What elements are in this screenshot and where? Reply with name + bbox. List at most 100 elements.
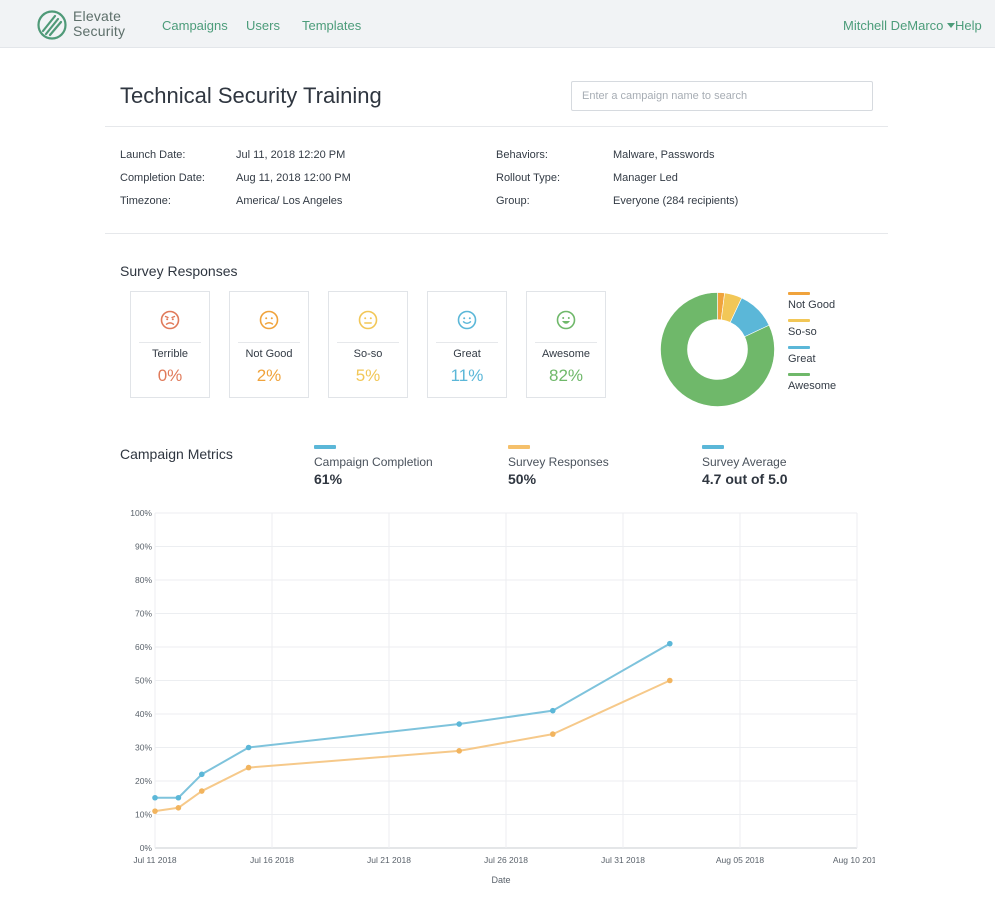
- timezone-value: America/ Los Angeles: [236, 195, 343, 207]
- frown-face-icon: [160, 310, 180, 330]
- elevate-security-logo[interactable]: Elevate Security: [37, 8, 137, 42]
- x-axis-label: Date: [491, 875, 510, 885]
- series-line-1: [155, 642, 671, 799]
- donut-slice-awesome: [660, 292, 775, 407]
- card-divider: [436, 342, 498, 343]
- campaign-metrics-title: Campaign Metrics: [120, 446, 233, 462]
- y-tick-label: 80%: [135, 575, 152, 585]
- page-title: Technical Security Training: [120, 83, 382, 108]
- metric-label: Survey Responses: [508, 455, 609, 469]
- x-tick-label: Jul 26 2018: [484, 855, 528, 865]
- series-line-2: [154, 679, 671, 813]
- metric-swatch: [314, 445, 336, 449]
- logo-text-line2: Security: [73, 23, 126, 39]
- divider: [105, 233, 888, 234]
- data-point[interactable]: [152, 808, 158, 814]
- metric-value: 50%: [508, 471, 537, 487]
- metric-label: Survey Average: [702, 455, 787, 469]
- campaign-metrics-line-chart: 0% 10% 20% 30% 40% 50% 60% 70% 80% 90% 100% Jul 11 …: [130, 508, 875, 885]
- survey-label: Not Good: [245, 348, 293, 360]
- completion-date-value: Aug 11, 2018 12:00 PM: [236, 172, 351, 184]
- data-point[interactable]: [175, 805, 182, 811]
- legend-swatch: [788, 319, 810, 322]
- data-point[interactable]: [199, 771, 205, 778]
- help-link[interactable]: Help: [955, 18, 982, 33]
- y-tick-label: 30%: [135, 743, 152, 753]
- nav-templates[interactable]: Templates: [302, 18, 362, 33]
- x-tick-label: Aug 10 2018: [833, 855, 875, 865]
- user-menu[interactable]: Mitchell DeMarco: [843, 18, 956, 33]
- sad-face-icon: [259, 310, 279, 330]
- rollout-type-value: Manager Led: [613, 172, 678, 184]
- legend-label: Awesome: [788, 380, 837, 392]
- data-point[interactable]: [667, 677, 673, 684]
- card-divider: [238, 342, 300, 343]
- data-point[interactable]: [175, 794, 182, 801]
- legend-swatch: [788, 346, 810, 349]
- y-tick-label: 20%: [135, 776, 152, 786]
- survey-percent: 82%: [548, 366, 584, 385]
- data-point[interactable]: [199, 788, 205, 794]
- group-label: Group:: [496, 195, 530, 207]
- survey-responses-title: Survey Responses: [120, 263, 238, 279]
- logo-text: Elevate Security: [73, 9, 125, 39]
- logo-mark-icon: [37, 10, 67, 40]
- group-value: Everyone (284 recipients): [613, 195, 739, 207]
- legend-label: Not Good: [788, 299, 836, 311]
- metric-value: 4.7 out of 5.0: [702, 471, 788, 487]
- card-divider: [535, 342, 597, 343]
- y-tick-label: 10%: [135, 810, 152, 820]
- y-tick-label: 90%: [135, 542, 152, 552]
- legend-label: So-so: [788, 326, 817, 338]
- data-point[interactable]: [456, 748, 463, 754]
- survey-label: Great: [453, 348, 481, 360]
- metric-swatch: [508, 445, 530, 449]
- survey-donut-chart: [660, 292, 775, 407]
- legend-swatch: [788, 373, 810, 376]
- survey-label: Awesome: [541, 348, 591, 360]
- survey-card-great: Great 11%: [427, 291, 507, 398]
- metric-value: 61%: [314, 471, 343, 487]
- x-tick-label: Jul 16 2018: [250, 855, 294, 865]
- campaign-search-input[interactable]: [572, 82, 872, 110]
- y-tick-label: 70%: [135, 609, 152, 619]
- survey-card-awesome: Awesome 82%: [526, 291, 606, 398]
- data-point[interactable]: [152, 794, 158, 801]
- logo-text-line1: Elevate: [73, 8, 122, 24]
- x-tick-label: Aug 05 2018: [716, 855, 764, 865]
- x-tick-label: Jul 21 2018: [367, 855, 411, 865]
- caret-down-icon: [947, 23, 956, 28]
- data-point[interactable]: [550, 707, 556, 714]
- survey-card-terrible: Terrible 0%: [130, 291, 210, 398]
- survey-percent: 5%: [355, 366, 381, 385]
- smile-face-icon: [457, 310, 477, 330]
- launch-date-label: Launch Date:: [120, 149, 186, 161]
- launch-date-value: Jul 11, 2018 12:20 PM: [236, 149, 346, 161]
- card-divider: [337, 342, 399, 343]
- survey-percent: 0%: [157, 366, 183, 385]
- nav-users[interactable]: Users: [246, 18, 280, 33]
- campaign-search-box[interactable]: [571, 81, 873, 111]
- timezone-label: Timezone:: [120, 195, 171, 207]
- legend-label: Great: [788, 353, 816, 365]
- completion-date-label: Completion Date:: [120, 172, 205, 184]
- survey-percent: 2%: [256, 366, 282, 385]
- data-point[interactable]: [245, 744, 252, 751]
- survey-label: Terrible: [151, 348, 189, 360]
- y-tick-label: 40%: [135, 709, 152, 719]
- data-point[interactable]: [667, 640, 673, 647]
- data-point[interactable]: [245, 764, 252, 771]
- y-tick-label: 100%: [130, 508, 152, 518]
- data-point[interactable]: [456, 721, 463, 727]
- metric-label: Campaign Completion: [314, 455, 433, 469]
- nav-campaigns[interactable]: Campaigns: [162, 18, 228, 33]
- survey-label: So-so: [353, 348, 383, 360]
- behaviors-value: Malware, Passwords: [613, 149, 715, 161]
- y-tick-label: 50%: [135, 676, 152, 686]
- neutral-face-icon: [358, 310, 378, 330]
- data-point[interactable]: [550, 731, 556, 737]
- survey-card-not-good: Not Good 2%: [229, 291, 309, 398]
- divider: [105, 126, 888, 127]
- x-tick-label: Jul 31 2018: [601, 855, 645, 865]
- legend-swatch: [788, 292, 810, 295]
